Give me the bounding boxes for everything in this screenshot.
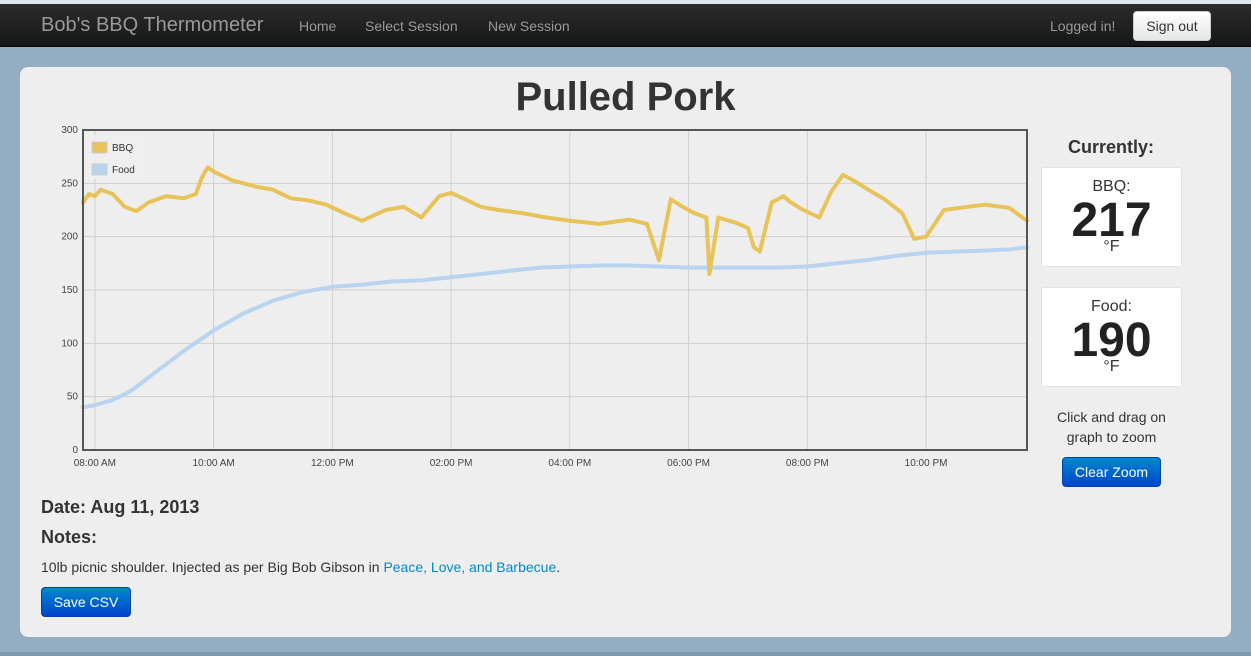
currently-heading: Currently: bbox=[1067, 137, 1154, 157]
notes-book-link[interactable]: Peace, Love, and Barbecue bbox=[383, 559, 557, 575]
x-tick-label: 10:00 AM bbox=[192, 458, 234, 469]
x-tick-label: 08:00 AM bbox=[74, 458, 116, 469]
x-tick-label: 10:00 PM bbox=[905, 458, 948, 469]
window-bottom-border bbox=[0, 652, 1251, 656]
food-current-card: Food: 190 °F bbox=[1041, 287, 1182, 387]
x-tick-label: 06:00 PM bbox=[667, 458, 710, 469]
brand-link[interactable]: Bob's BBQ Thermometer bbox=[41, 14, 264, 36]
bbq-current-label: BBQ: bbox=[1092, 178, 1131, 195]
notes-text: 10lb picnic shoulder. Injected as per Bi… bbox=[41, 559, 560, 575]
bbq-legend-label: BBQ bbox=[112, 143, 133, 154]
sign-out-button[interactable]: Sign out bbox=[1133, 11, 1211, 41]
notes-period: . bbox=[556, 559, 561, 575]
x-tick-label: 04:00 PM bbox=[548, 458, 591, 469]
session-panel: Pulled Pork 0 50 100 150 200 250 300 08:00 AM 10… bbox=[20, 67, 1231, 637]
food-legend-label: Food bbox=[112, 165, 135, 176]
bbq-legend-swatch bbox=[91, 141, 108, 154]
food-current-label: Food: bbox=[1091, 298, 1132, 315]
y-tick-label: 300 bbox=[61, 125, 78, 136]
y-tick-label: 250 bbox=[61, 178, 78, 189]
y-tick-label: 0 bbox=[72, 445, 78, 456]
page-title: Pulled Pork bbox=[515, 75, 736, 119]
food-series-line bbox=[81, 245, 1029, 410]
bbq-current-value: 217 bbox=[1071, 194, 1152, 247]
navbar: Bob's BBQ Thermometer Home Select Sessio… bbox=[0, 4, 1251, 47]
x-tick-label: 08:00 PM bbox=[786, 458, 829, 469]
y-tick-label: 150 bbox=[61, 285, 78, 296]
save-csv-button[interactable]: Save CSV bbox=[41, 587, 131, 617]
nav-home[interactable]: Home bbox=[299, 18, 337, 34]
window-top-border bbox=[0, 0, 1251, 4]
bbq-current-unit: °F bbox=[1103, 238, 1120, 255]
clear-zoom-button[interactable]: Clear Zoom bbox=[1062, 457, 1161, 487]
nav-new-session[interactable]: New Session bbox=[488, 18, 570, 34]
temperature-chart[interactable]: 0 50 100 150 200 250 300 08:00 AM 10:00 AM 12:00 … bbox=[40, 122, 1040, 487]
nav-select-session[interactable]: Select Session bbox=[365, 18, 458, 34]
bbq-current-card: BBQ: 217 °F bbox=[1041, 167, 1182, 267]
x-tick-label: 12:00 PM bbox=[311, 458, 354, 469]
food-current-unit: °F bbox=[1103, 358, 1120, 375]
notes-body: 10lb picnic shoulder. Injected as per Bi… bbox=[41, 559, 384, 575]
zoom-hint: Click and drag on graph to zoom bbox=[1057, 409, 1166, 445]
bbq-series-line bbox=[81, 165, 1029, 276]
login-status: Logged in! bbox=[1050, 18, 1116, 34]
food-legend-swatch bbox=[91, 163, 108, 176]
y-tick-label: 100 bbox=[61, 338, 78, 349]
plot-border bbox=[82, 129, 1028, 451]
session-date: Date: Aug 11, 2013 bbox=[41, 497, 200, 517]
y-tick-label: 200 bbox=[61, 232, 78, 243]
y-tick-label: 50 bbox=[67, 392, 79, 403]
food-current-value: 190 bbox=[1071, 314, 1152, 367]
x-tick-label: 02:00 PM bbox=[430, 458, 473, 469]
notes-heading: Notes: bbox=[41, 527, 98, 547]
